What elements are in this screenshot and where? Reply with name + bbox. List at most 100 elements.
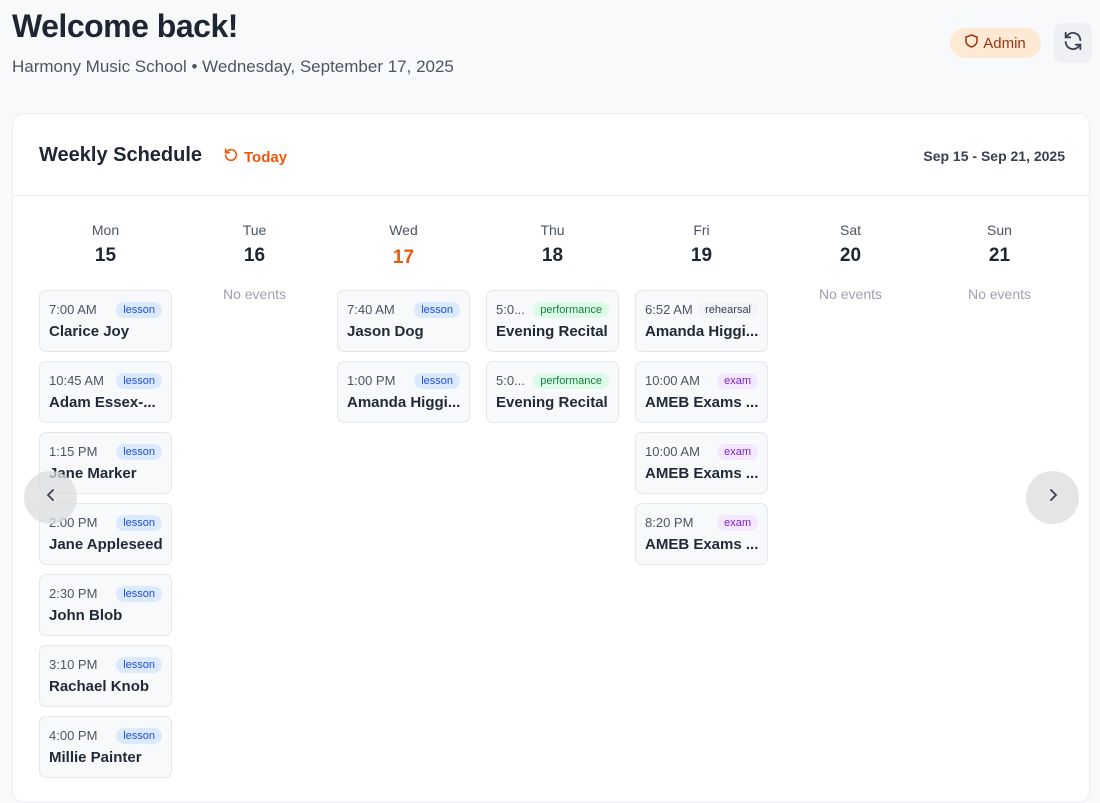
day-number: 20 (839, 245, 862, 266)
event-name: AMEB Exams ... (645, 394, 758, 411)
event-type-badge: lesson (414, 301, 460, 318)
day-name: Mon (91, 222, 120, 238)
event-type-badge: lesson (116, 301, 162, 318)
event-list: 5:0... performance Evening Recital 5:0..… (486, 290, 619, 423)
event-type-badge: exam (717, 372, 758, 389)
day-column-tue: Tue 16 No events (180, 222, 329, 778)
event-type-badge: lesson (116, 585, 162, 602)
date-range: Sep 15 - Sep 21, 2025 (923, 148, 1065, 164)
schedule-header: Weekly Schedule Today Sep 15 - Sep 21, 2… (13, 114, 1089, 196)
event-type-badge: exam (717, 514, 758, 531)
event-card[interactable]: 10:00 AM exam AMEB Exams ... (635, 432, 768, 494)
chevron-right-icon (1045, 487, 1061, 508)
refresh-icon (1062, 30, 1084, 57)
event-time: 7:40 AM (347, 302, 395, 317)
event-name: Adam Essex-... (49, 394, 156, 411)
event-list: 6:52 AM rehearsal Amanda Higgi... 10:00 … (635, 290, 768, 565)
event-name: AMEB Exams ... (645, 536, 758, 553)
event-type-badge: exam (717, 443, 758, 460)
day-number: 17 (392, 247, 415, 268)
event-type-badge: lesson (116, 656, 162, 673)
day-number: 16 (243, 245, 266, 266)
today-label: Today (244, 148, 288, 166)
event-time: 10:00 AM (645, 373, 700, 388)
event-card[interactable]: 10:45 AM lesson Adam Essex-... (39, 361, 172, 423)
event-type-badge: performance (533, 301, 609, 318)
event-name: Evening Recital (496, 323, 608, 340)
event-card[interactable]: 4:00 PM lesson Millie Painter (39, 716, 172, 778)
schedule-title: Weekly Schedule (39, 144, 203, 166)
event-card[interactable]: 5:0... performance Evening Recital (486, 361, 619, 423)
day-name: Thu (540, 222, 565, 238)
event-list: 7:40 AM lesson Jason Dog 1:00 PM lesson … (337, 290, 470, 423)
event-time: 5:0... (496, 302, 525, 317)
day-number: 18 (541, 245, 564, 266)
page-title: Welcome back! (12, 8, 238, 44)
day-number: 21 (988, 245, 1011, 266)
event-card[interactable]: 7:00 AM lesson Clarice Joy (39, 290, 172, 352)
day-name: Wed (389, 222, 418, 238)
event-name: Rachael Knob (49, 678, 150, 695)
page-subtitle: Harmony Music School • Wednesday, Septem… (12, 57, 454, 76)
event-time: 10:45 AM (49, 373, 104, 388)
event-name: John Blob (49, 607, 123, 624)
refresh-button[interactable] (1054, 23, 1092, 63)
event-type-badge: performance (533, 372, 609, 389)
event-card[interactable]: 2:30 PM lesson John Blob (39, 574, 172, 636)
next-week-button[interactable] (1026, 471, 1079, 524)
day-name: Fri (693, 222, 710, 238)
admin-label: Admin (983, 34, 1026, 52)
day-name: Sun (987, 222, 1012, 238)
event-card[interactable]: 3:10 PM lesson Rachael Knob (39, 645, 172, 707)
event-name: Jane Appleseed (49, 536, 162, 553)
shield-icon (965, 34, 978, 52)
event-type-badge: lesson (414, 372, 460, 389)
today-button[interactable]: Today (223, 147, 287, 167)
event-card[interactable]: 10:00 AM exam AMEB Exams ... (635, 361, 768, 423)
no-events-label: No events (818, 286, 883, 302)
day-column-fri: Fri 19 6:52 AM rehearsal Amanda Higgi...… (627, 222, 776, 778)
weekly-schedule-card: Weekly Schedule Today Sep 15 - Sep 21, 2… (12, 113, 1090, 803)
event-card[interactable]: 1:00 PM lesson Amanda Higgi... (337, 361, 470, 423)
day-name: Sat (839, 222, 861, 238)
day-column-mon: Mon 15 7:00 AM lesson Clarice Joy 10:45 … (31, 222, 180, 778)
event-name: AMEB Exams ... (645, 465, 758, 482)
day-column-sun: Sun 21 No events (925, 222, 1074, 778)
event-type-badge: lesson (116, 727, 162, 744)
admin-badge: Admin (950, 28, 1041, 58)
event-card[interactable]: 7:40 AM lesson Jason Dog (337, 290, 470, 352)
event-name: Amanda Higgi... (645, 323, 758, 340)
event-time: 5:0... (496, 373, 525, 388)
day-name: Tue (242, 222, 267, 238)
event-time: 2:30 PM (49, 586, 98, 601)
week-grid: Mon 15 7:00 AM lesson Clarice Joy 10:45 … (31, 222, 1074, 778)
event-time: 6:52 AM (645, 302, 693, 317)
event-time: 3:10 PM (49, 657, 98, 672)
event-type-badge: lesson (116, 514, 162, 531)
event-card[interactable]: 8:20 PM exam AMEB Exams ... (635, 503, 768, 565)
day-column-wed: Wed 17 7:40 AM lesson Jason Dog 1:00 PM … (329, 222, 478, 778)
event-name: Millie Painter (49, 749, 142, 766)
no-events-label: No events (222, 286, 287, 302)
day-column-sat: Sat 20 No events (776, 222, 925, 778)
reset-icon (223, 147, 239, 167)
event-time: 10:00 AM (645, 444, 700, 459)
previous-week-button[interactable] (24, 471, 77, 524)
event-time: 1:00 PM (347, 373, 396, 388)
day-number: 15 (94, 245, 117, 266)
event-name: Amanda Higgi... (347, 394, 460, 411)
chevron-left-icon (43, 487, 59, 508)
day-column-thu: Thu 18 5:0... performance Evening Recita… (478, 222, 627, 778)
event-card[interactable]: 5:0... performance Evening Recital (486, 290, 619, 352)
event-list: 7:00 AM lesson Clarice Joy 10:45 AM less… (39, 290, 172, 778)
event-name: Evening Recital (496, 394, 608, 411)
event-name: Jason Dog (347, 323, 424, 340)
event-time: 7:00 AM (49, 302, 97, 317)
event-time: 1:15 PM (49, 444, 98, 459)
event-type-badge: lesson (116, 372, 162, 389)
day-number: 19 (690, 245, 713, 266)
event-card[interactable]: 6:52 AM rehearsal Amanda Higgi... (635, 290, 768, 352)
event-name: Clarice Joy (49, 323, 130, 340)
event-time: 8:20 PM (645, 515, 694, 530)
no-events-label: No events (967, 286, 1032, 302)
